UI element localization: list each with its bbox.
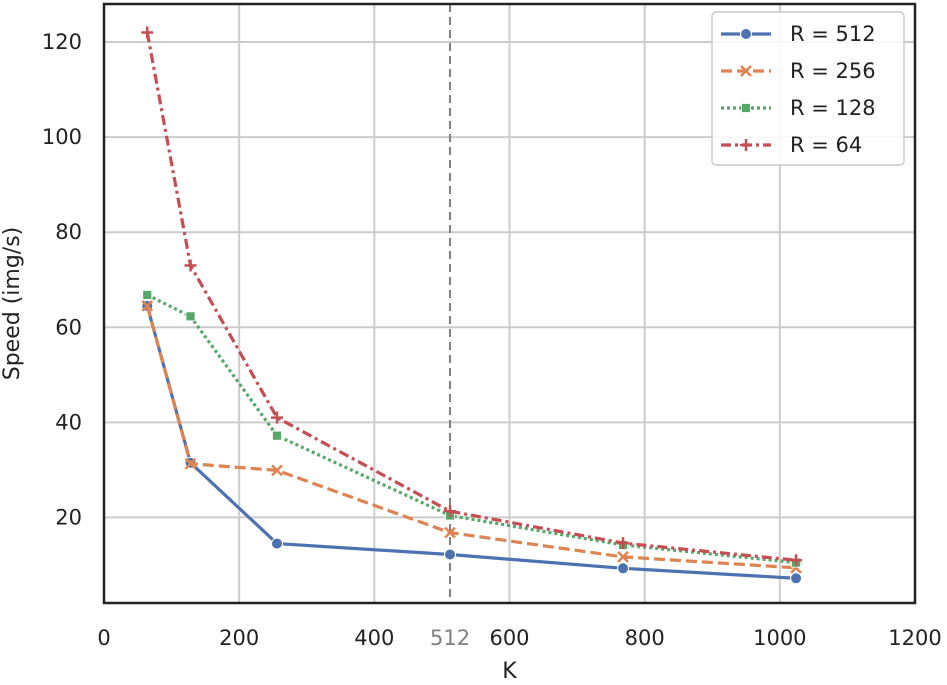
data-point-plus	[790, 554, 803, 567]
data-point-square	[142, 290, 153, 300]
data-point-x	[617, 551, 629, 563]
x-axis-ticks: 0 200 400 600 800 1000 1200 512	[97, 626, 941, 650]
y-tick-label: 80	[55, 220, 82, 244]
series-2	[141, 299, 802, 574]
legend-label: R = 512	[790, 22, 876, 46]
y-axis-ticks: 20 40 60 80 100 120	[42, 30, 82, 529]
legend-label: R = 256	[790, 59, 876, 83]
series-line	[145, 305, 797, 570]
y-tick-label: 100	[42, 125, 82, 149]
x-tick-label: 400	[354, 626, 394, 650]
y-tick-label: 120	[42, 30, 82, 54]
data-point-square	[185, 311, 196, 322]
data-point-square	[272, 430, 282, 441]
x-tick-label: 0	[97, 626, 110, 650]
y-tick-label: 40	[55, 410, 82, 434]
data-point-plus	[444, 505, 457, 518]
data-point-plus	[141, 26, 154, 39]
series-line	[145, 305, 797, 580]
data-point-legend-circle	[740, 28, 752, 40]
reference-tick-label: 512	[430, 626, 470, 650]
series-3	[142, 290, 801, 568]
legend-box	[711, 11, 905, 166]
y-tick-label: 20	[55, 505, 82, 529]
x-tick-label: 1200	[888, 626, 941, 650]
x-tick-label: 1000	[753, 626, 806, 650]
data-point-plus	[271, 411, 284, 424]
data-point-plus	[617, 537, 630, 550]
legend-item: R = 128	[721, 96, 876, 120]
series-4	[141, 26, 803, 567]
legend-label: R = 128	[790, 96, 876, 120]
y-axis-label: Speed (img/s)	[0, 227, 25, 381]
series-group	[141, 26, 803, 585]
data-point-plus	[184, 259, 197, 272]
plot-frame	[102, 2, 917, 605]
legend-item: R = 64	[721, 133, 862, 157]
data-point-circle	[271, 537, 284, 550]
data-point-circle	[444, 548, 457, 561]
x-tick-label: 800	[625, 626, 665, 650]
y-tick-label: 60	[55, 315, 82, 339]
data-point-legend-x	[740, 65, 752, 77]
data-point-x	[184, 457, 197, 470]
series-line	[145, 32, 797, 562]
data-point-circle	[790, 572, 803, 585]
legend: R = 512 R = 256 R = 128 R = 64	[711, 11, 905, 166]
data-point-circle	[617, 562, 630, 575]
data-point-x	[141, 299, 154, 312]
legend-item: R = 512	[721, 22, 876, 46]
data-point-x	[271, 464, 283, 477]
series-line	[146, 293, 797, 565]
legend-item: R = 256	[721, 59, 876, 83]
data-point-legend-plus	[740, 139, 752, 151]
data-point-x	[444, 526, 456, 539]
series-1	[141, 299, 803, 585]
legend-label: R = 64	[790, 133, 862, 157]
x-tick-label: 200	[219, 626, 259, 650]
x-tick-label: 600	[489, 626, 529, 650]
data-point-legend-square	[741, 103, 751, 113]
x-axis-label: K	[502, 659, 517, 684]
